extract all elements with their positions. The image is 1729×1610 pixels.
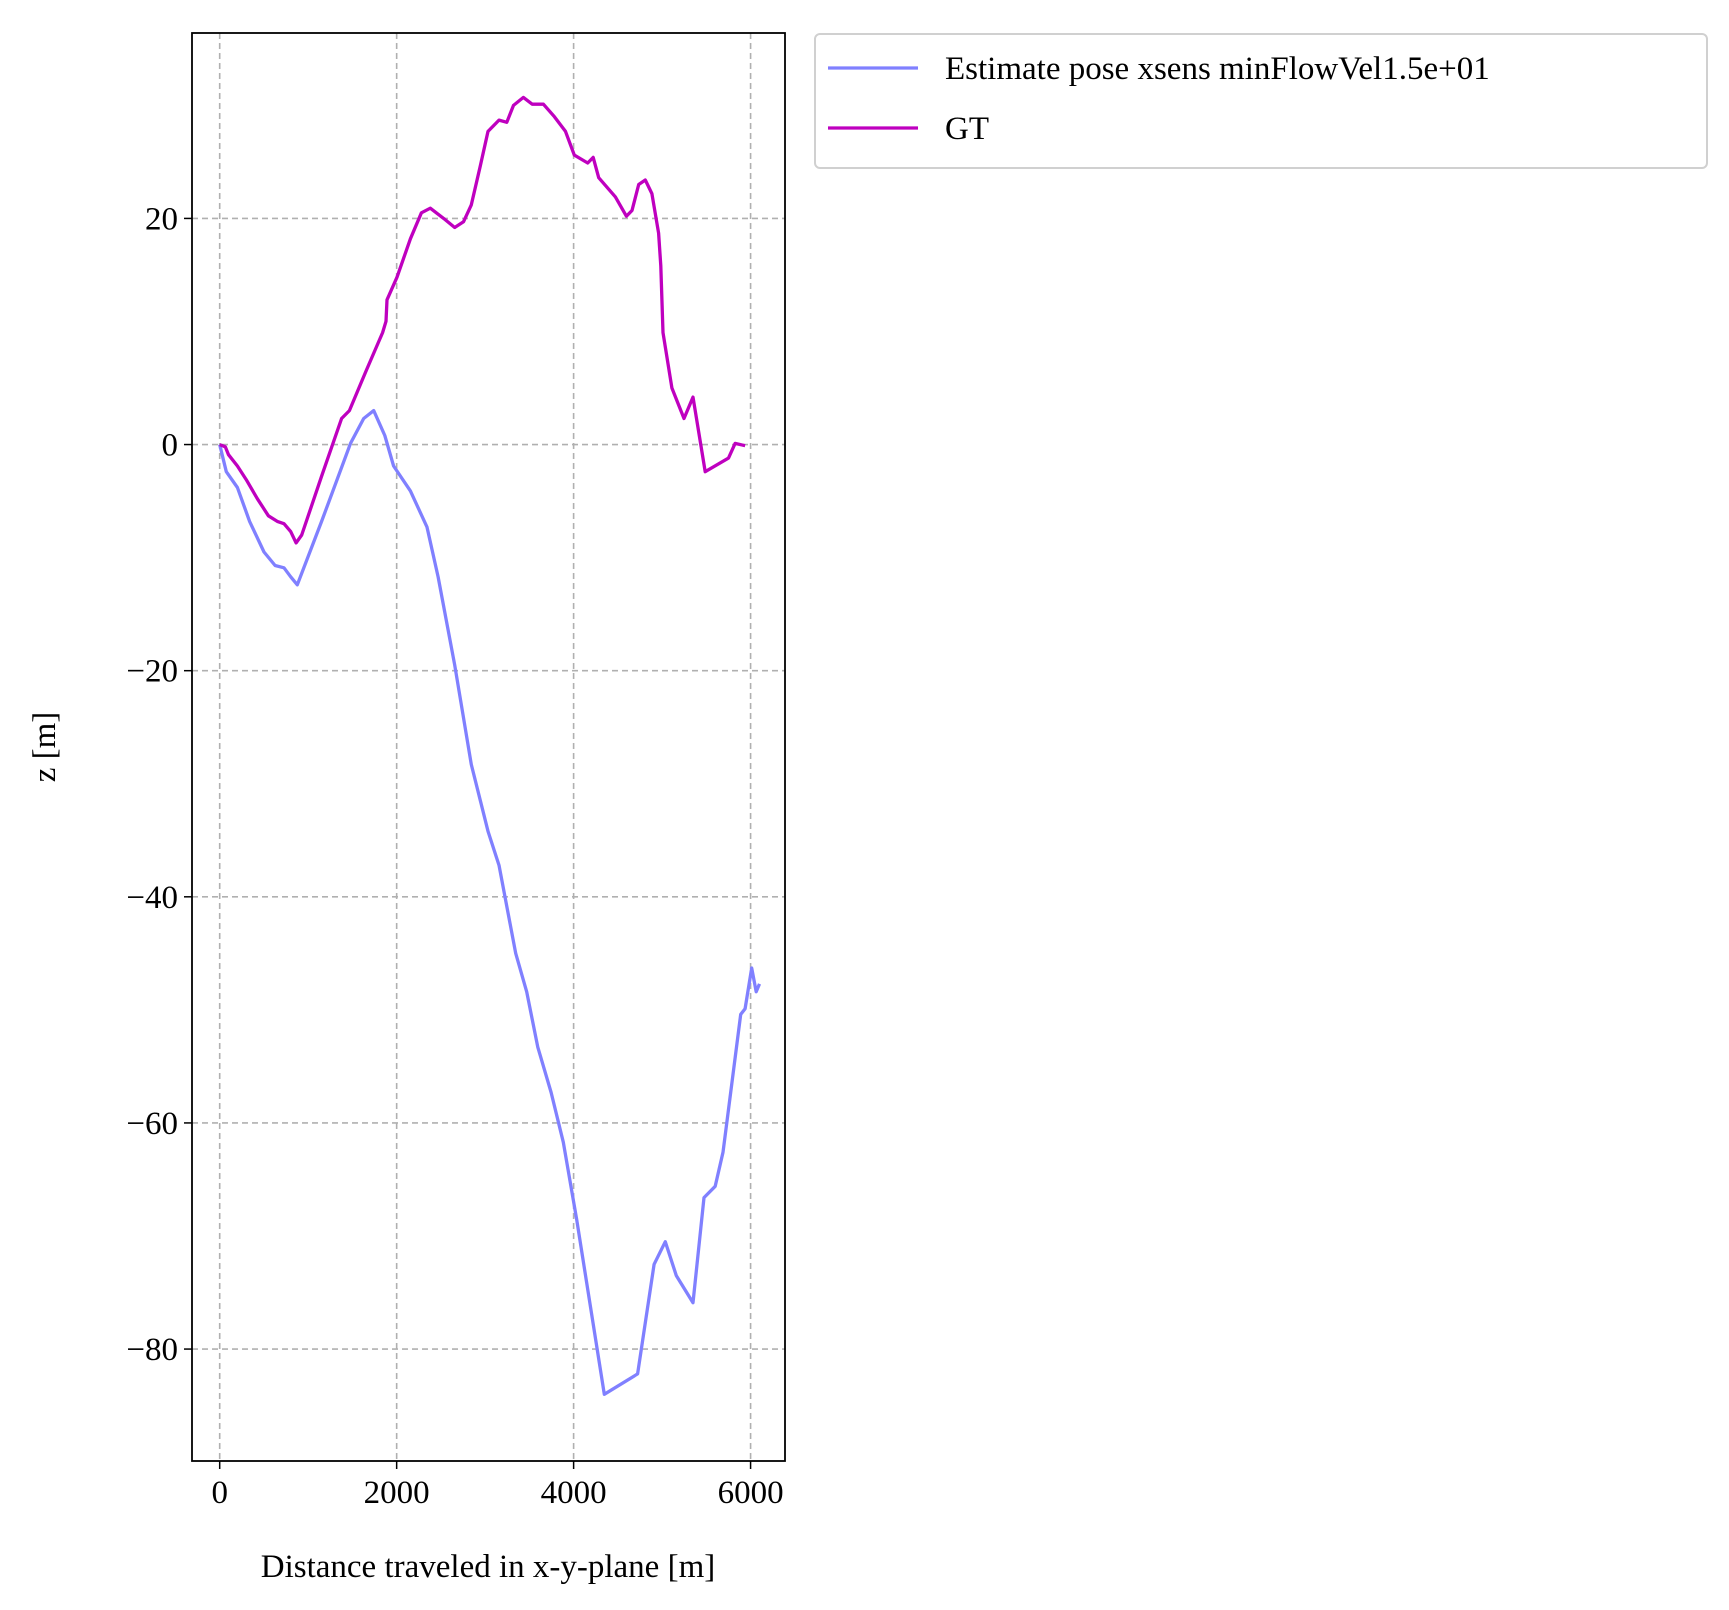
x-tick-label: 2000 — [364, 1475, 430, 1511]
legend-box — [814, 33, 1708, 169]
y-tick-label: 0 — [162, 428, 179, 464]
y-tick-label: −20 — [126, 654, 178, 690]
x-tick-label: 4000 — [541, 1475, 607, 1511]
data-line — [218, 408, 762, 1396]
legend-label: GT — [945, 111, 989, 147]
y-tick-label: 20 — [145, 201, 178, 237]
x-tick-label: 6000 — [718, 1475, 784, 1511]
x-tick-label: 0 — [211, 1475, 228, 1511]
legend-label: Estimate pose xsens minFlowVel1.5e+01 — [945, 51, 1490, 87]
y-tick-label: −80 — [126, 1332, 178, 1368]
data-line — [219, 95, 746, 545]
y-tick-label: −60 — [126, 1106, 178, 1142]
y-tick-label: −40 — [126, 880, 178, 916]
plot-frame — [191, 32, 786, 1462]
x-axis-label: Distance traveled in x-y-plane [m] — [261, 1549, 715, 1585]
y-axis-label: z [m] — [27, 712, 63, 783]
